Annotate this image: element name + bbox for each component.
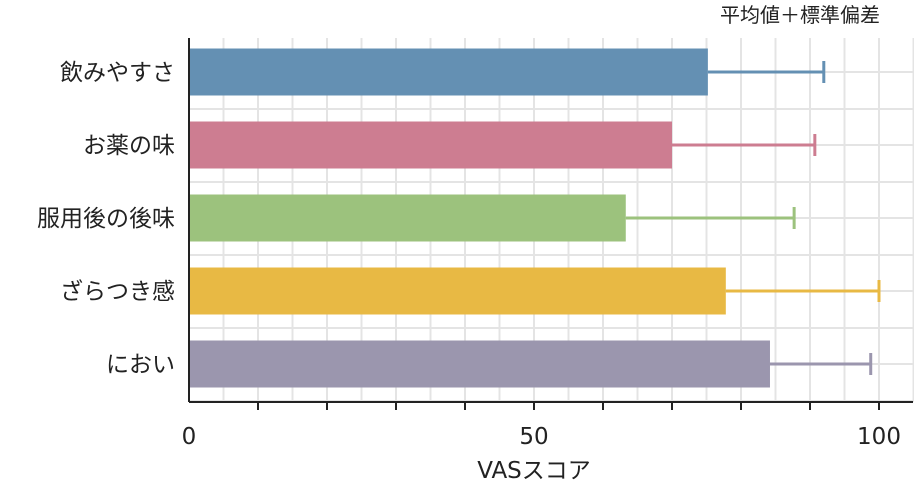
category-label: におい — [106, 352, 175, 378]
x-tick-label: 0 — [182, 424, 197, 450]
x-tick-label: 100 — [857, 424, 901, 450]
category-label: 服用後の後味 — [37, 206, 175, 232]
bar — [189, 121, 672, 169]
x-tick-label: 50 — [519, 424, 548, 450]
bar — [189, 48, 708, 96]
bar — [189, 194, 626, 242]
bars — [189, 48, 881, 388]
category-label: 飲みやすさ — [60, 60, 175, 86]
legend-note: 平均値＋標準偏差 — [720, 3, 880, 27]
category-label: お薬の味 — [83, 133, 175, 159]
bar — [189, 340, 770, 388]
category-label: ざらつき感 — [60, 278, 175, 305]
bar — [189, 267, 726, 315]
x-axis-title: VASスコア — [477, 458, 591, 484]
x-axis: 0 50 100 — [182, 38, 913, 450]
